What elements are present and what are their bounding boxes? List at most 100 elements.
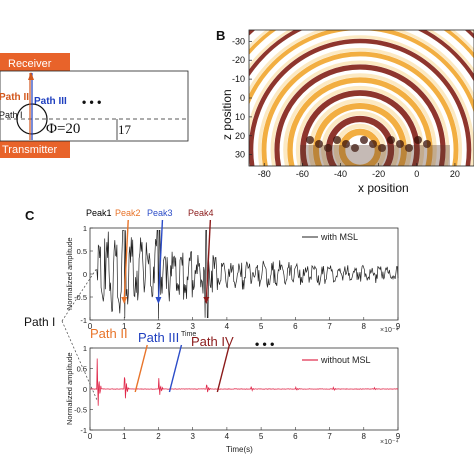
xtick-label: 9: [396, 322, 401, 331]
xtick-label: 9: [396, 432, 401, 441]
scatter-region: [300, 145, 450, 166]
scatterer: [414, 136, 422, 144]
peak-arrow: [205, 219, 212, 301]
peak-arrowhead: [121, 297, 128, 304]
peak2-label: Peak2: [115, 208, 141, 218]
dim-label: 17: [118, 122, 132, 137]
xtick-label: 5: [259, 322, 264, 331]
panel-b: B -80 -60 -40 -20 0 20 -30 -20 -10 0 10 20 30 x pos…: [216, 28, 474, 195]
bottom-xlabel: Time(s): [226, 445, 253, 454]
wavefront: [300, 90, 420, 166]
scatterer: [351, 144, 359, 152]
path-arrow: [168, 344, 183, 393]
b-ytick-label: -20: [232, 55, 245, 65]
without-msl-line: [89, 358, 399, 406]
xtick-label: 7: [327, 322, 332, 331]
scatterer: [333, 136, 341, 144]
b-xticks: -80 -60 -40 -20 0 20: [258, 163, 460, 179]
xtick-label: 8: [362, 432, 367, 441]
scatterer: [315, 140, 323, 148]
with-msl-line: [96, 229, 399, 319]
xtick-label: 1: [122, 322, 127, 331]
path2-label: Path II: [0, 92, 29, 103]
ytick-label: -1: [80, 316, 87, 325]
b-xtick-label: -40: [334, 169, 347, 179]
panel-b-letter: B: [216, 28, 225, 43]
scatterer: [342, 140, 350, 148]
b-xlabel: x position: [358, 181, 409, 195]
peak-arrow: [157, 219, 164, 301]
domain-box: [0, 70, 189, 142]
ytick-label: 1: [83, 224, 87, 233]
peak-arrows: [121, 219, 231, 393]
ytick-label: -0.5: [74, 406, 87, 415]
ytick-label: 0: [83, 385, 87, 394]
ellipsis-c: • • •: [255, 337, 274, 351]
peak4-label: Peak4: [188, 208, 214, 218]
wavefront-halo: [270, 60, 450, 166]
scatterer: [360, 136, 368, 144]
top-ylabel: Normalized amplitude: [65, 237, 74, 310]
path2-c-label: Path II: [90, 326, 128, 341]
b-xtick-label: -60: [296, 169, 309, 179]
wavefront-halo: [249, 35, 474, 166]
path-arrow: [134, 344, 148, 393]
top-xlabel: Time: [181, 331, 196, 338]
wavefront: [313, 103, 407, 166]
zoom-line-bottom: [61, 320, 98, 401]
wavefront: [261, 51, 459, 166]
xtick-label: 6: [293, 322, 298, 331]
transmitter-block: [0, 141, 70, 158]
top-axes-ticks: 0 1 2 3 4 5 6 7 8 9 -1 -0.5 0 0.5 1: [74, 224, 401, 331]
b-xtick-label: 20: [450, 169, 460, 179]
receiver-block: [0, 53, 70, 71]
peak-arrow: [123, 219, 129, 301]
xtick-label: 0: [88, 322, 93, 331]
xtick-label: 1: [122, 432, 127, 441]
wavefield: [249, 30, 474, 166]
xtick-label: 3: [190, 322, 195, 331]
path1-c-label: Path I: [24, 315, 55, 329]
b-ytick-label: -30: [232, 36, 245, 46]
path3-c-label: Path III: [138, 330, 179, 345]
xtick-label: 2: [156, 322, 161, 331]
path3-label: Path III: [34, 96, 67, 107]
peak3-label: Peak3: [147, 208, 173, 218]
xtick-label: 0: [88, 432, 93, 441]
xtick-label: 3: [190, 432, 195, 441]
wavefront-halo: [295, 85, 425, 166]
bottom-exp-label: ×10⁻⁴: [380, 439, 399, 446]
b-ylabel: z position: [220, 89, 234, 140]
bottom-ylabel: Normalized amplitude: [65, 352, 74, 425]
ytick-label: 0.5: [77, 365, 87, 374]
b-ytick-label: 20: [235, 131, 245, 141]
wavefront-halo: [321, 111, 399, 166]
b-ytick-label: 10: [235, 112, 245, 122]
bottom-axes-ticks: 0 1 2 3 4 5 6 7 8 9 -1 -0.5 0 0.5 1: [74, 344, 401, 441]
bottom-legend: without MSL: [302, 355, 371, 365]
b-ytick-label: -10: [232, 74, 245, 84]
scatterer: [387, 136, 395, 144]
top-axes: [89, 227, 399, 321]
scatterer: [423, 140, 431, 148]
receiver-label: Receiver: [8, 58, 52, 70]
path4-c-label: Path IV: [191, 334, 234, 349]
top-exp-label: ×10⁻⁴: [380, 327, 399, 334]
wavefront: [249, 38, 472, 166]
xtick-label: 8: [362, 322, 367, 331]
top-legend: with MSL: [302, 232, 358, 242]
xtick-label: 2: [156, 432, 161, 441]
ytick-label: -1: [80, 426, 87, 435]
wavefront: [274, 64, 446, 166]
top-legend-label: with MSL: [320, 232, 358, 242]
scatterer: [324, 144, 332, 152]
panel-a: Receiver Transmitter Path II Path III Pa…: [0, 53, 189, 158]
b-xtick-label: 0: [414, 169, 419, 179]
wavefront-halo: [257, 47, 463, 166]
xtick-label: 4: [225, 432, 230, 441]
b-ytick-label: 30: [235, 150, 245, 160]
b-xtick-label: -20: [372, 169, 385, 179]
scatterer: [306, 136, 314, 144]
xtick-label: 7: [327, 432, 332, 441]
